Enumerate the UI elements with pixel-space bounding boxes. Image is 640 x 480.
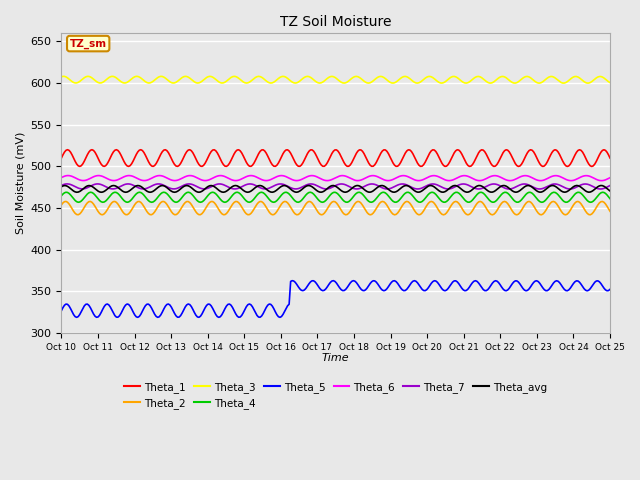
Theta_avg	[58, 184, 65, 190]
Theta_6	[597, 178, 605, 183]
Theta_1	[606, 155, 614, 161]
Theta_1	[299, 160, 307, 166]
Theta_6	[223, 174, 230, 180]
Theta_avg	[299, 186, 307, 192]
Theta_7	[606, 183, 614, 189]
Theta_5	[58, 308, 65, 313]
Theta_avg	[577, 184, 585, 190]
Theta_2	[221, 212, 228, 217]
Theta_7	[250, 182, 258, 188]
X-axis label: Time: Time	[322, 353, 349, 363]
Theta_4	[579, 192, 586, 198]
Theta_1	[223, 164, 230, 169]
Theta_3	[606, 80, 614, 85]
Theta_4	[301, 194, 308, 200]
Theta_7	[63, 181, 71, 187]
Theta_3	[223, 78, 230, 84]
Line: Theta_5: Theta_5	[61, 281, 610, 317]
Theta_2	[428, 199, 435, 204]
Theta_5	[126, 303, 134, 309]
Theta_avg	[126, 187, 134, 193]
Theta_5	[250, 307, 258, 312]
Theta_1	[241, 156, 248, 162]
Theta_3	[463, 80, 470, 86]
Theta_2	[579, 203, 586, 209]
Theta_1	[126, 163, 134, 168]
Theta_7	[577, 182, 585, 188]
Theta_7	[126, 181, 134, 187]
Line: Theta_6: Theta_6	[61, 176, 610, 180]
Theta_6	[126, 173, 134, 179]
Theta_2	[606, 208, 614, 214]
Theta_6	[606, 175, 614, 180]
Theta_4	[125, 199, 132, 205]
Theta_3	[125, 78, 132, 84]
Theta_2	[298, 208, 305, 214]
Theta_1	[588, 164, 596, 169]
Theta_avg	[122, 189, 129, 195]
Theta_2	[125, 211, 132, 216]
Theta_3	[579, 78, 586, 84]
Line: Theta_avg: Theta_avg	[61, 186, 610, 192]
Theta_5	[606, 287, 614, 292]
Text: TZ_sm: TZ_sm	[70, 38, 107, 49]
Theta_7	[299, 184, 307, 190]
Theta_1	[250, 160, 258, 166]
Theta_7	[597, 186, 605, 192]
Legend: Theta_1, Theta_2, Theta_3, Theta_4, Theta_5, Theta_6, Theta_7, Theta_avg: Theta_1, Theta_2, Theta_3, Theta_4, Thet…	[120, 377, 551, 413]
Theta_2	[239, 207, 247, 213]
Theta_5	[223, 303, 230, 309]
Theta_6	[63, 173, 71, 179]
Theta_6	[577, 174, 585, 180]
Theta_7	[223, 183, 230, 189]
Theta_2	[58, 202, 65, 208]
Line: Theta_4: Theta_4	[61, 192, 610, 202]
Theta_5	[241, 307, 248, 312]
Theta_7	[58, 182, 65, 188]
Theta_1	[63, 147, 71, 153]
Theta_4	[196, 199, 204, 205]
Theta_5	[73, 314, 81, 320]
Theta_5	[301, 287, 308, 293]
Theta_6	[299, 176, 307, 182]
Theta_4	[606, 196, 614, 202]
Theta_4	[224, 198, 232, 204]
Theta_7	[241, 182, 248, 188]
Theta_1	[58, 155, 65, 161]
Theta_3	[299, 75, 307, 81]
Theta_3	[58, 74, 65, 80]
Theta_avg	[597, 183, 605, 189]
Theta_5	[289, 278, 296, 284]
Theta_6	[58, 175, 65, 180]
Theta_5	[579, 284, 586, 289]
Theta_2	[248, 209, 256, 215]
Theta_avg	[241, 189, 248, 194]
Title: TZ Soil Moisture: TZ Soil Moisture	[280, 15, 392, 29]
Theta_6	[250, 173, 258, 179]
Theta_3	[250, 76, 258, 82]
Theta_3	[241, 80, 248, 85]
Theta_4	[252, 194, 259, 200]
Theta_avg	[250, 186, 258, 192]
Line: Theta_3: Theta_3	[61, 76, 610, 83]
Line: Theta_1: Theta_1	[61, 150, 610, 167]
Theta_1	[577, 147, 585, 153]
Theta_avg	[606, 188, 614, 194]
Line: Theta_2: Theta_2	[61, 202, 610, 215]
Theta_2	[488, 212, 496, 217]
Theta_6	[241, 174, 248, 180]
Y-axis label: Soil Moisture (mV): Soil Moisture (mV)	[15, 132, 25, 234]
Theta_avg	[223, 188, 230, 194]
Theta_4	[243, 198, 250, 204]
Theta_4	[58, 193, 65, 199]
Line: Theta_7: Theta_7	[61, 184, 610, 189]
Theta_4	[160, 190, 168, 195]
Theta_3	[157, 73, 164, 79]
